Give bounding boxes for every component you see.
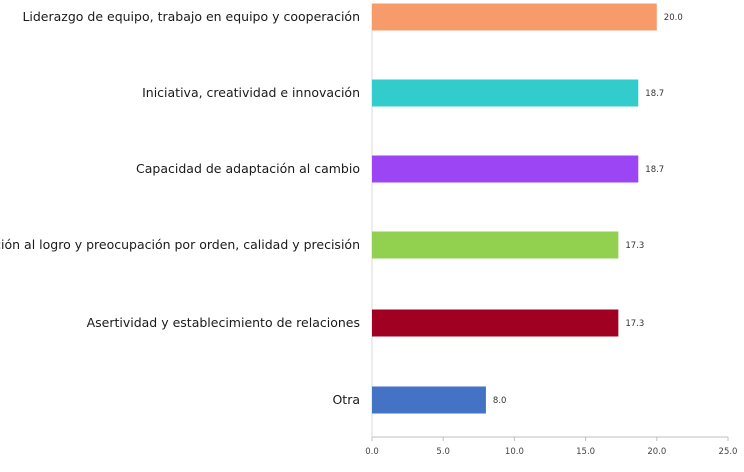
category-label: Otra <box>332 392 360 407</box>
x-tick-label: 5.0 <box>436 447 450 457</box>
x-tick-label: 15.0 <box>576 447 595 457</box>
category-label: Asertividad y establecimiento de relacio… <box>87 315 360 330</box>
category-label: Iniciativa, creatividad e innovación <box>142 85 360 100</box>
category-label: Liderazgo de equipo, trabajo en equipo y… <box>22 9 360 24</box>
value-label: 20.0 <box>664 13 683 23</box>
bar <box>372 3 657 31</box>
x-tick-label: 10.0 <box>505 447 524 457</box>
value-label: 8.0 <box>493 396 507 406</box>
value-label: 17.3 <box>625 319 644 329</box>
value-label: 18.7 <box>645 165 664 175</box>
value-label: 18.7 <box>645 89 664 99</box>
x-tick-label: 0.0 <box>365 447 379 457</box>
bar <box>372 386 486 414</box>
x-tick-label: 25.0 <box>719 447 738 457</box>
category-label: Orientación al logro y preocupación por … <box>0 237 360 252</box>
value-label: 17.3 <box>625 241 644 251</box>
bar <box>372 231 619 259</box>
bar <box>372 79 639 107</box>
chart-plot-area: 0.0 5.0 10.0 15.0 20.0 25.0 Liderazgo de equip… <box>0 3 738 457</box>
x-tick-label: 20.0 <box>647 447 666 457</box>
bar <box>372 309 619 337</box>
bar <box>372 155 639 183</box>
category-label: Capacidad de adaptación al cambio <box>136 161 360 176</box>
